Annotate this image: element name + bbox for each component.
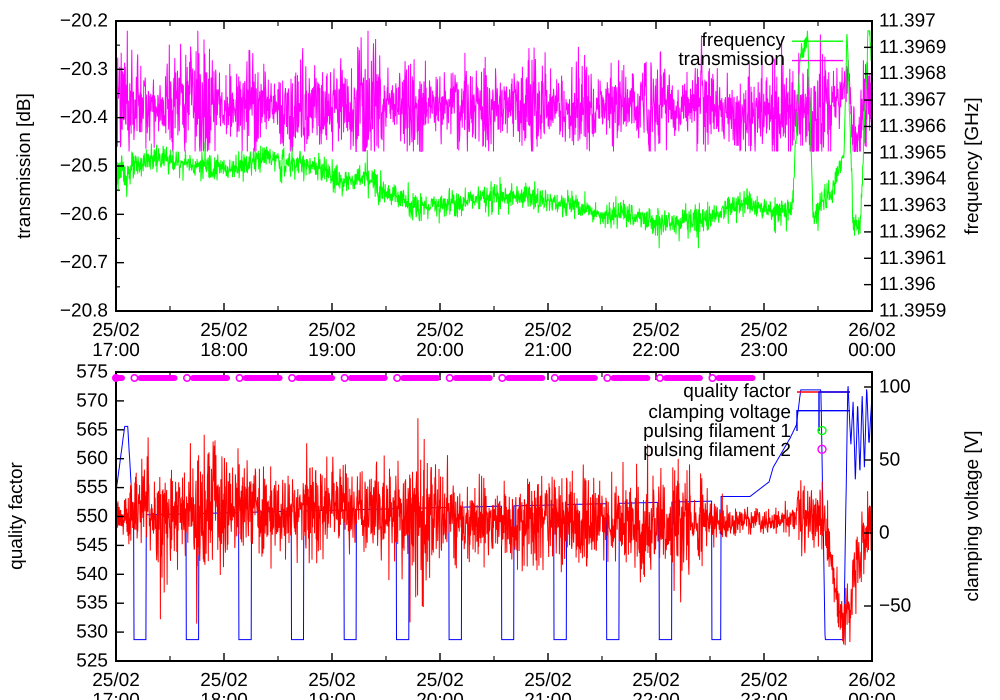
svg-text:26/02: 26/02 (848, 320, 896, 341)
svg-text:11.3965: 11.3965 (879, 142, 946, 163)
svg-text:550: 550 (76, 506, 108, 527)
svg-text:20:00: 20:00 (416, 690, 464, 700)
svg-text:25/02: 25/02 (632, 320, 680, 341)
svg-text:25/02: 25/02 (92, 670, 140, 691)
svg-text:transmission [dB]: transmission [dB] (14, 93, 35, 239)
svg-text:23:00: 23:00 (740, 340, 788, 361)
svg-text:pulsing filament 2: pulsing filament 2 (643, 440, 791, 461)
svg-text:18:00: 18:00 (200, 340, 248, 361)
svg-text:25/02: 25/02 (632, 670, 680, 691)
svg-text:quality factor: quality factor (683, 381, 791, 402)
svg-text:−20.3: −20.3 (60, 59, 108, 80)
svg-text:11.3968: 11.3968 (879, 63, 946, 84)
svg-text:25/02: 25/02 (524, 320, 572, 341)
svg-text:555: 555 (76, 477, 108, 498)
svg-text:11.397: 11.397 (879, 11, 936, 32)
svg-text:25/02: 25/02 (524, 670, 572, 691)
svg-text:frequency [GHz]: frequency [GHz] (962, 97, 983, 234)
svg-text:535: 535 (76, 593, 108, 614)
svg-text:11.3966: 11.3966 (879, 116, 946, 137)
svg-text:pulsing filament 1: pulsing filament 1 (643, 421, 791, 442)
svg-text:17:00: 17:00 (92, 340, 140, 361)
svg-text:00:00: 00:00 (848, 340, 896, 361)
svg-text:−20.5: −20.5 (60, 156, 108, 177)
svg-text:00:00: 00:00 (848, 690, 896, 700)
svg-text:530: 530 (76, 622, 108, 643)
svg-text:25/02: 25/02 (308, 670, 356, 691)
svg-text:11.396: 11.396 (879, 274, 936, 295)
svg-text:11.3959: 11.3959 (879, 301, 946, 322)
svg-text:transmission: transmission (678, 49, 785, 70)
svg-text:565: 565 (76, 419, 108, 440)
svg-text:19:00: 19:00 (308, 690, 356, 700)
svg-text:11.3964: 11.3964 (879, 169, 947, 190)
svg-text:clamping voltage: clamping voltage (648, 402, 791, 423)
svg-text:11.3961: 11.3961 (879, 248, 946, 269)
svg-text:25/02: 25/02 (200, 320, 248, 341)
svg-text:525: 525 (76, 651, 108, 672)
svg-text:22:00: 22:00 (632, 340, 680, 361)
svg-text:20:00: 20:00 (416, 340, 464, 361)
svg-text:frequency: frequency (702, 30, 786, 51)
svg-text:25/02: 25/02 (92, 320, 140, 341)
svg-text:17:00: 17:00 (92, 690, 140, 700)
svg-text:25/02: 25/02 (416, 320, 464, 341)
svg-text:18:00: 18:00 (200, 690, 248, 700)
svg-text:−20.4: −20.4 (60, 107, 109, 128)
svg-text:11.3962: 11.3962 (879, 221, 946, 242)
svg-text:19:00: 19:00 (308, 340, 356, 361)
svg-text:575: 575 (76, 362, 108, 383)
svg-text:22:00: 22:00 (632, 690, 680, 700)
svg-text:clamping voltage [V]: clamping voltage [V] (962, 430, 983, 601)
svg-text:25/02: 25/02 (200, 670, 248, 691)
svg-text:545: 545 (76, 535, 108, 556)
svg-text:25/02: 25/02 (740, 320, 788, 341)
svg-text:11.3963: 11.3963 (879, 195, 946, 216)
svg-text:−20.2: −20.2 (60, 11, 108, 32)
svg-text:25/02: 25/02 (740, 670, 788, 691)
svg-text:quality factor: quality factor (6, 461, 27, 569)
svg-text:570: 570 (76, 390, 108, 411)
svg-text:11.3969: 11.3969 (879, 37, 946, 58)
svg-text:25/02: 25/02 (416, 670, 464, 691)
svg-text:−20.8: −20.8 (60, 301, 108, 322)
svg-text:21:00: 21:00 (524, 340, 572, 361)
svg-text:540: 540 (76, 564, 108, 585)
svg-text:21:00: 21:00 (524, 690, 572, 700)
svg-text:−50: −50 (879, 596, 911, 617)
svg-text:23:00: 23:00 (740, 690, 788, 700)
svg-text:−20.7: −20.7 (60, 252, 108, 273)
svg-text:560: 560 (76, 448, 108, 469)
svg-text:100: 100 (879, 377, 911, 398)
svg-text:11.3967: 11.3967 (879, 90, 946, 111)
svg-text:26/02: 26/02 (848, 670, 896, 691)
svg-text:0: 0 (879, 523, 890, 544)
svg-text:25/02: 25/02 (308, 320, 356, 341)
svg-text:50: 50 (879, 450, 900, 471)
svg-text:−20.6: −20.6 (60, 204, 108, 225)
